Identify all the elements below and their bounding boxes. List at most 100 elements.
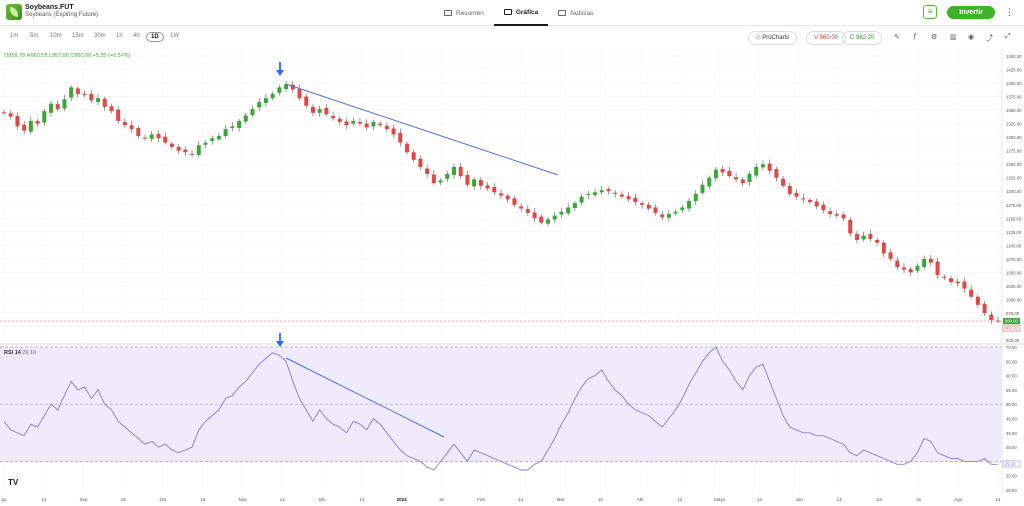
candle-up xyxy=(445,173,450,179)
price-tick-label: 1025.00 xyxy=(1006,284,1022,289)
candle-down xyxy=(619,194,624,197)
rsi-tick-label: 55.00 xyxy=(1006,388,1017,393)
candle-down xyxy=(646,204,651,209)
candle-up xyxy=(42,111,47,123)
candle-down xyxy=(116,109,121,121)
price-tick-label: 1200.00 xyxy=(1006,189,1022,194)
candle-up xyxy=(687,200,692,209)
tab-grafica[interactable]: Gráfica xyxy=(493,0,549,26)
top-right-actions: ≡ Invertir ⋮ xyxy=(923,5,1014,19)
candle-down xyxy=(35,120,40,124)
more-vertical-icon[interactable]: ⋮ xyxy=(1005,7,1014,17)
timeframe-1w[interactable]: 1W xyxy=(170,33,179,39)
timeframe-1h[interactable]: 1h xyxy=(116,33,123,39)
fullscreen-icon[interactable]: ⤢ xyxy=(1005,33,1011,40)
candle-down xyxy=(613,192,618,194)
candle-down xyxy=(102,98,107,107)
soybeans-logo-icon xyxy=(6,4,22,20)
candle-down xyxy=(653,207,658,213)
rsi-value: 29.10 xyxy=(22,350,37,356)
candle-down xyxy=(767,163,772,171)
sell-price-button[interactable]: V 960.00 xyxy=(806,31,847,45)
candle-up xyxy=(49,103,54,113)
date-tick-label: Dic xyxy=(319,497,326,502)
bar-chart-icon[interactable]: ▥ xyxy=(950,34,957,41)
rsi-last-tag xyxy=(1002,460,1021,468)
timeframe-1m[interactable]: 1m xyxy=(10,33,19,39)
candle-down xyxy=(411,152,416,160)
rsi-band xyxy=(0,346,1002,462)
timeframe-10m[interactable]: 10m xyxy=(50,33,62,39)
candle-down xyxy=(499,193,503,196)
candle-down xyxy=(975,296,980,305)
date-tick-label: 2024 xyxy=(397,497,408,502)
candle-down xyxy=(22,124,27,131)
candle-up xyxy=(693,193,698,201)
rsi-tick-label: 65.00 xyxy=(1006,359,1017,364)
candle-down xyxy=(2,112,6,114)
settings-icon[interactable]: ⚙ xyxy=(931,34,938,41)
timeframe-15m[interactable]: 15m xyxy=(72,33,84,39)
watchlist-icon[interactable]: ≡ xyxy=(923,5,938,19)
candle-down xyxy=(928,258,933,263)
buy-price-button[interactable]: C 962.20 xyxy=(842,31,883,45)
candle-up xyxy=(237,120,242,128)
candle-down xyxy=(458,166,463,177)
candle-up xyxy=(861,235,866,240)
share-icon[interactable]: ⤴ xyxy=(986,35,993,42)
tab-resumen[interactable]: Resumen xyxy=(434,0,494,26)
candle-up xyxy=(472,179,477,187)
procharts-button[interactable]: ProCharts xyxy=(748,31,798,45)
candle-down xyxy=(122,121,127,126)
candle-down xyxy=(989,314,994,320)
candle-up xyxy=(713,169,718,179)
candle-up xyxy=(680,207,685,211)
ohlc-readout: O959.78 H960.58 L957.90 C960.00 +5.20 (+… xyxy=(4,53,131,59)
date-tick-label: Jul xyxy=(876,497,882,502)
candle-down xyxy=(290,84,295,90)
candle-down xyxy=(304,96,309,106)
candle-up xyxy=(96,98,101,102)
timeframe-30m[interactable]: 30m xyxy=(94,33,106,39)
candle-down xyxy=(854,233,859,240)
candle-down xyxy=(331,116,336,119)
date-tick-label: 15 xyxy=(916,497,922,502)
tab-noticias[interactable]: Noticias xyxy=(548,0,603,26)
camera-icon[interactable]: ◉ xyxy=(968,34,975,41)
timeframe-4h[interactable]: 4h xyxy=(133,33,140,39)
chart-grid xyxy=(0,48,1024,494)
candle-up xyxy=(257,101,262,108)
invest-button[interactable]: Invertir xyxy=(947,5,995,19)
candle-down xyxy=(807,199,812,203)
candle-up xyxy=(451,166,456,176)
price-tick-label: 1000.00 xyxy=(1006,297,1022,302)
candle-up xyxy=(747,173,752,183)
candle-up xyxy=(203,142,208,145)
rsi-line xyxy=(3,346,998,471)
price-tick-label: 1150.00 xyxy=(1006,216,1022,221)
candle-down xyxy=(895,260,900,267)
candle-down xyxy=(337,118,342,122)
candle-down xyxy=(606,189,611,192)
last-price-label: 960.00 xyxy=(1005,319,1018,324)
indicators-icon[interactable]: ƒ xyxy=(913,33,917,40)
pencil-icon[interactable]: ✎ xyxy=(894,34,900,41)
candle-down xyxy=(525,209,530,213)
candle-down xyxy=(75,88,80,94)
candle-down xyxy=(969,289,974,297)
candle-down xyxy=(156,133,161,139)
candle-down xyxy=(626,196,631,200)
candle-down xyxy=(834,213,839,216)
timeframe-5m[interactable]: 5m xyxy=(30,33,39,39)
chart-toolbar: 1m 5m 10m 15m 30m 1h 4h 1D 1W ProCharts … xyxy=(0,30,1024,46)
candle-up xyxy=(673,211,678,214)
candle-down xyxy=(169,143,174,147)
candle-down xyxy=(55,104,60,110)
timeframe-1d[interactable]: 1D xyxy=(146,32,164,42)
candle-down xyxy=(82,93,87,95)
candle-down xyxy=(828,211,833,214)
date-tick-label: Mayo xyxy=(714,497,726,502)
candle-down xyxy=(384,125,389,130)
candle-down xyxy=(89,93,94,101)
